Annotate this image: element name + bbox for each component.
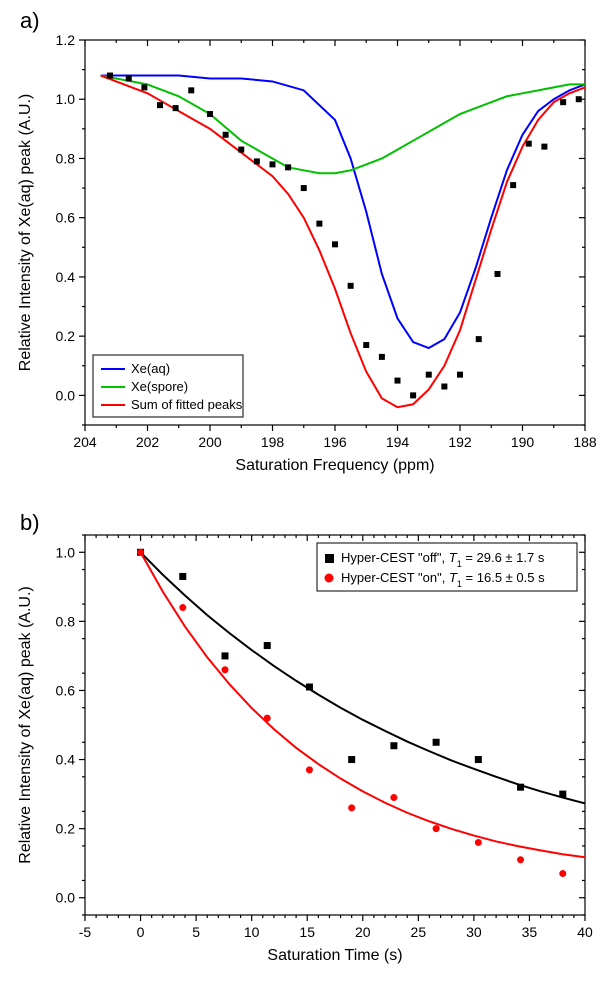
svg-text:0.4: 0.4 [56, 269, 76, 285]
svg-text:1.0: 1.0 [56, 544, 76, 560]
svg-text:30: 30 [466, 924, 482, 940]
svg-text:188: 188 [573, 434, 597, 450]
svg-text:Xe(spore): Xe(spore) [131, 379, 188, 394]
chart-a: 204 202 200 198 196 194 192 190 188 0.0 0.2 0.4 0.6 0… [0, 20, 615, 500]
svg-text:-5: -5 [79, 924, 92, 940]
svg-text:15: 15 [299, 924, 315, 940]
svg-text:Saturation Frequency (ppm): Saturation Frequency (ppm) [235, 457, 434, 474]
svg-text:20: 20 [355, 924, 371, 940]
svg-text:0.0: 0.0 [56, 890, 76, 906]
svg-text:192: 192 [448, 434, 472, 450]
svg-text:25: 25 [411, 924, 427, 940]
svg-text:200: 200 [198, 434, 222, 450]
svg-text:1.0: 1.0 [56, 91, 76, 107]
svg-text:0.2: 0.2 [56, 328, 76, 344]
chart-b: -5 0 5 10 15 20 25 30 35 40 0.0 0.2 0.4 0.6 0.8 1.0 Satu… [0, 520, 615, 990]
svg-text:Xe(aq): Xe(aq) [131, 361, 170, 376]
svg-text:Relative Intensity of Xe(aq) p: Relative Intensity of Xe(aq) peak (A.U.) [17, 94, 34, 371]
svg-text:Sum of fitted peaks: Sum of fitted peaks [131, 397, 243, 412]
svg-text:0.4: 0.4 [56, 752, 76, 768]
svg-text:35: 35 [522, 924, 538, 940]
svg-text:204: 204 [73, 434, 97, 450]
svg-text:0: 0 [137, 924, 145, 940]
svg-text:196: 196 [323, 434, 347, 450]
svg-text:190: 190 [511, 434, 535, 450]
svg-text:0.6: 0.6 [56, 210, 76, 226]
svg-text:5: 5 [192, 924, 200, 940]
svg-text:10: 10 [244, 924, 260, 940]
svg-text:202: 202 [136, 434, 160, 450]
svg-text:0.8: 0.8 [56, 150, 76, 166]
svg-text:0.6: 0.6 [56, 682, 76, 698]
svg-text:194: 194 [386, 434, 410, 450]
svg-text:198: 198 [261, 434, 285, 450]
svg-text:Saturation Time (s): Saturation Time (s) [267, 947, 402, 964]
svg-text:0.2: 0.2 [56, 821, 76, 837]
svg-text:1.2: 1.2 [56, 32, 76, 48]
svg-text:0.8: 0.8 [56, 613, 76, 629]
svg-text:0.0: 0.0 [56, 387, 76, 403]
svg-text:Relative Intensity of Xe(aq) p: Relative Intensity of Xe(aq) peak (A.U.) [17, 586, 34, 863]
svg-text:40: 40 [577, 924, 593, 940]
